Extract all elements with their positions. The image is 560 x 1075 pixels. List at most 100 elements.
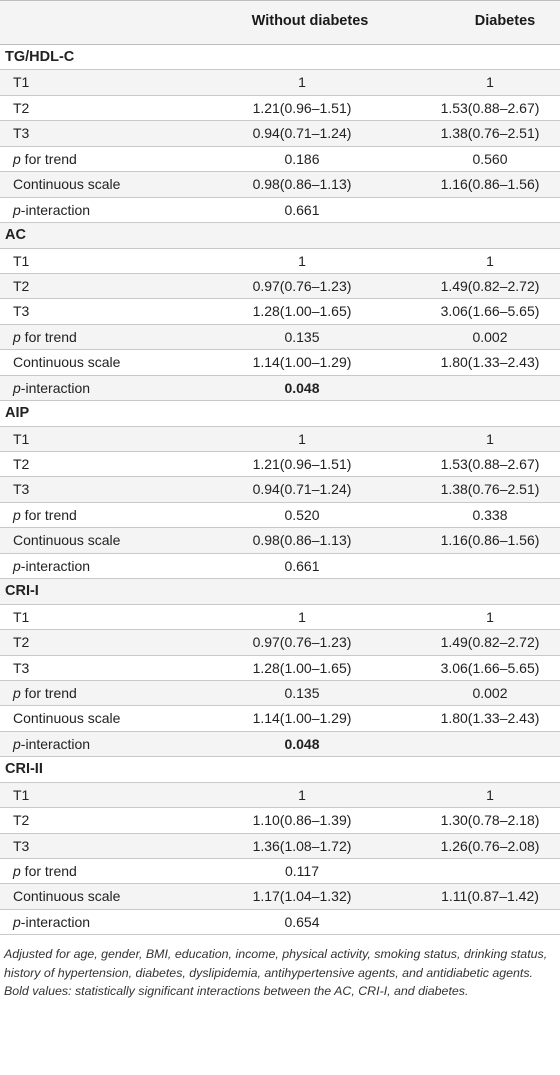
table-row: Continuous scale 1.17(1.04–1.32) 1.11(0.87… [0, 884, 560, 910]
row-label-text: for trend [20, 150, 77, 167]
cell-diabetes: 0.560 [472, 150, 508, 167]
table-row: p for trend 0.117 [0, 859, 560, 885]
cell-without-diabetes: 0.048 [284, 379, 320, 396]
section-title: AC [5, 227, 26, 244]
row-label-italic: p [13, 684, 21, 701]
table-row: p for trend 0.135 0.002 [0, 680, 560, 707]
row-label-italic: p [13, 201, 21, 218]
cell-diabetes: 1.49(0.82–2.72) [440, 634, 540, 651]
table-row: T3 1.36(1.08–1.72) 1.26(0.76–2.08) [0, 833, 560, 859]
row-label: p-interaction [13, 736, 90, 752]
row-label: T1 [13, 786, 30, 803]
cell-without-diabetes: 1.21(0.96–1.51) [252, 99, 352, 116]
cell-diabetes: 1 [486, 252, 494, 269]
table-row: T3 1.28(1.00–1.65) 3.06(1.66–5.65) [0, 299, 560, 325]
row-label: T2 [13, 634, 30, 651]
table-row: T2 1.21(0.96–1.51) 1.53(0.88–2.67) [0, 452, 560, 478]
row-label-text: -interaction [20, 557, 91, 574]
table-row: T2 1.10(0.86–1.39) 1.30(0.78–2.18) [0, 808, 560, 834]
row-label-text: for trend [20, 328, 77, 345]
table-row: T2 0.97(0.76–1.23) 1.49(0.82–2.72) [0, 630, 560, 656]
row-label-italic: p [13, 913, 21, 930]
table-row: Continuous scale 0.98(0.86–1.13) 1.16(0.86… [0, 172, 560, 198]
cell-without-diabetes: 0.94(0.71–1.24) [252, 125, 352, 142]
cell-diabetes: 1.16(0.86–1.56) [440, 532, 540, 549]
row-label-text: for trend [20, 506, 77, 523]
cell-without-diabetes: 1.28(1.00–1.65) [252, 659, 352, 676]
row-label: p-interaction [13, 202, 90, 218]
table-row: p for trend 0.520 0.338 [0, 503, 560, 529]
row-label: p-interaction [13, 380, 90, 396]
cell-without-diabetes: 0.98(0.86–1.13) [252, 176, 352, 193]
cell-diabetes: 1.49(0.82–2.72) [440, 277, 540, 294]
header-diabetes: Diabetes [474, 13, 536, 29]
row-label: Continuous scale [13, 532, 121, 549]
row-label: p for trend [13, 863, 77, 879]
row-label-italic: p [13, 735, 21, 752]
row-label: Continuous scale [13, 354, 121, 371]
row-label-italic: p [13, 379, 21, 396]
row-label: T3 [13, 303, 30, 320]
row-label: p for trend [13, 151, 77, 167]
row-label: T3 [13, 837, 30, 854]
cell-without-diabetes: 0.186 [284, 150, 320, 167]
cell-diabetes: 1.80(1.33–2.43) [440, 354, 540, 371]
section-title: AIP [5, 405, 30, 422]
row-label: T2 [13, 456, 30, 472]
cell-without-diabetes: 0.135 [284, 684, 320, 701]
row-label-italic: p [13, 150, 21, 167]
row-label-text: -interaction [20, 735, 91, 752]
cell-without-diabetes: 1.14(1.00–1.29) [252, 354, 352, 371]
cell-diabetes: 1 [486, 74, 494, 91]
row-label-italic: p [13, 557, 21, 574]
cell-without-diabetes: 1 [298, 430, 306, 447]
table-row: T1 1 1 [0, 605, 560, 631]
table-row: T3 0.94(0.71–1.24) 1.38(0.76–2.51) [0, 121, 560, 147]
cell-without-diabetes: 1 [298, 74, 306, 91]
cell-without-diabetes: 1 [298, 608, 306, 625]
cell-without-diabetes: 1.28(1.00–1.65) [252, 303, 352, 320]
section-header-row: CRI-I [0, 579, 560, 605]
section-header-row: TG/HDL-C [0, 45, 560, 71]
header-without-diabetes: Without diabetes [251, 13, 369, 29]
section-title: CRI-I [5, 583, 39, 600]
row-label-text: for trend [20, 863, 77, 879]
row-label: p for trend [13, 507, 77, 523]
row-label: T3 [13, 659, 30, 676]
cell-diabetes: 1.30(0.78–2.18) [440, 812, 540, 829]
cell-diabetes: 1 [486, 786, 494, 803]
cell-diabetes: 1.16(0.86–1.56) [440, 176, 540, 193]
cell-diabetes: 1.53(0.88–2.67) [440, 99, 540, 116]
row-label: T3 [13, 481, 30, 498]
row-label: p for trend [13, 329, 77, 345]
row-label-italic: p [13, 506, 21, 523]
table-row: T1 1 1 [0, 782, 560, 809]
cell-without-diabetes: 0.94(0.71–1.24) [252, 481, 352, 498]
row-label: Continuous scale [13, 176, 121, 193]
section-header-row: AC [0, 223, 560, 249]
cell-without-diabetes: 1.14(1.00–1.29) [252, 710, 352, 727]
cell-without-diabetes: 1.17(1.04–1.32) [252, 888, 352, 905]
cell-without-diabetes: 1.21(0.96–1.51) [252, 456, 352, 472]
row-label-text: for trend [20, 684, 77, 701]
row-label-italic: p [13, 863, 21, 879]
cell-without-diabetes: 1.10(0.86–1.39) [252, 812, 352, 829]
cell-without-diabetes: 0.98(0.86–1.13) [252, 532, 352, 549]
table-row: p-interaction 0.048 [0, 731, 560, 758]
cell-without-diabetes: 1 [298, 252, 306, 269]
section-header-row: AIP [0, 401, 560, 427]
row-label: T3 [13, 125, 30, 142]
cell-without-diabetes: 0.048 [284, 735, 320, 752]
table-row: T1 1 1 [0, 249, 560, 274]
cell-diabetes: 3.06(1.66–5.65) [440, 303, 540, 320]
section-title: TG/HDL-C [5, 49, 75, 65]
table-row: T3 0.94(0.71–1.24) 1.38(0.76–2.51) [0, 477, 560, 503]
row-label: Continuous scale [13, 710, 121, 727]
cell-without-diabetes: 0.654 [284, 913, 320, 930]
table-row: Continuous scale 1.14(1.00–1.29) 1.80(1.33… [0, 706, 560, 732]
cell-without-diabetes: 1 [298, 786, 306, 803]
cell-diabetes: 1.11(0.87–1.42) [441, 888, 539, 905]
cell-without-diabetes: 0.117 [285, 863, 319, 879]
table-row: T1 1 1 [0, 70, 560, 96]
row-label-text: -interaction [20, 379, 91, 396]
